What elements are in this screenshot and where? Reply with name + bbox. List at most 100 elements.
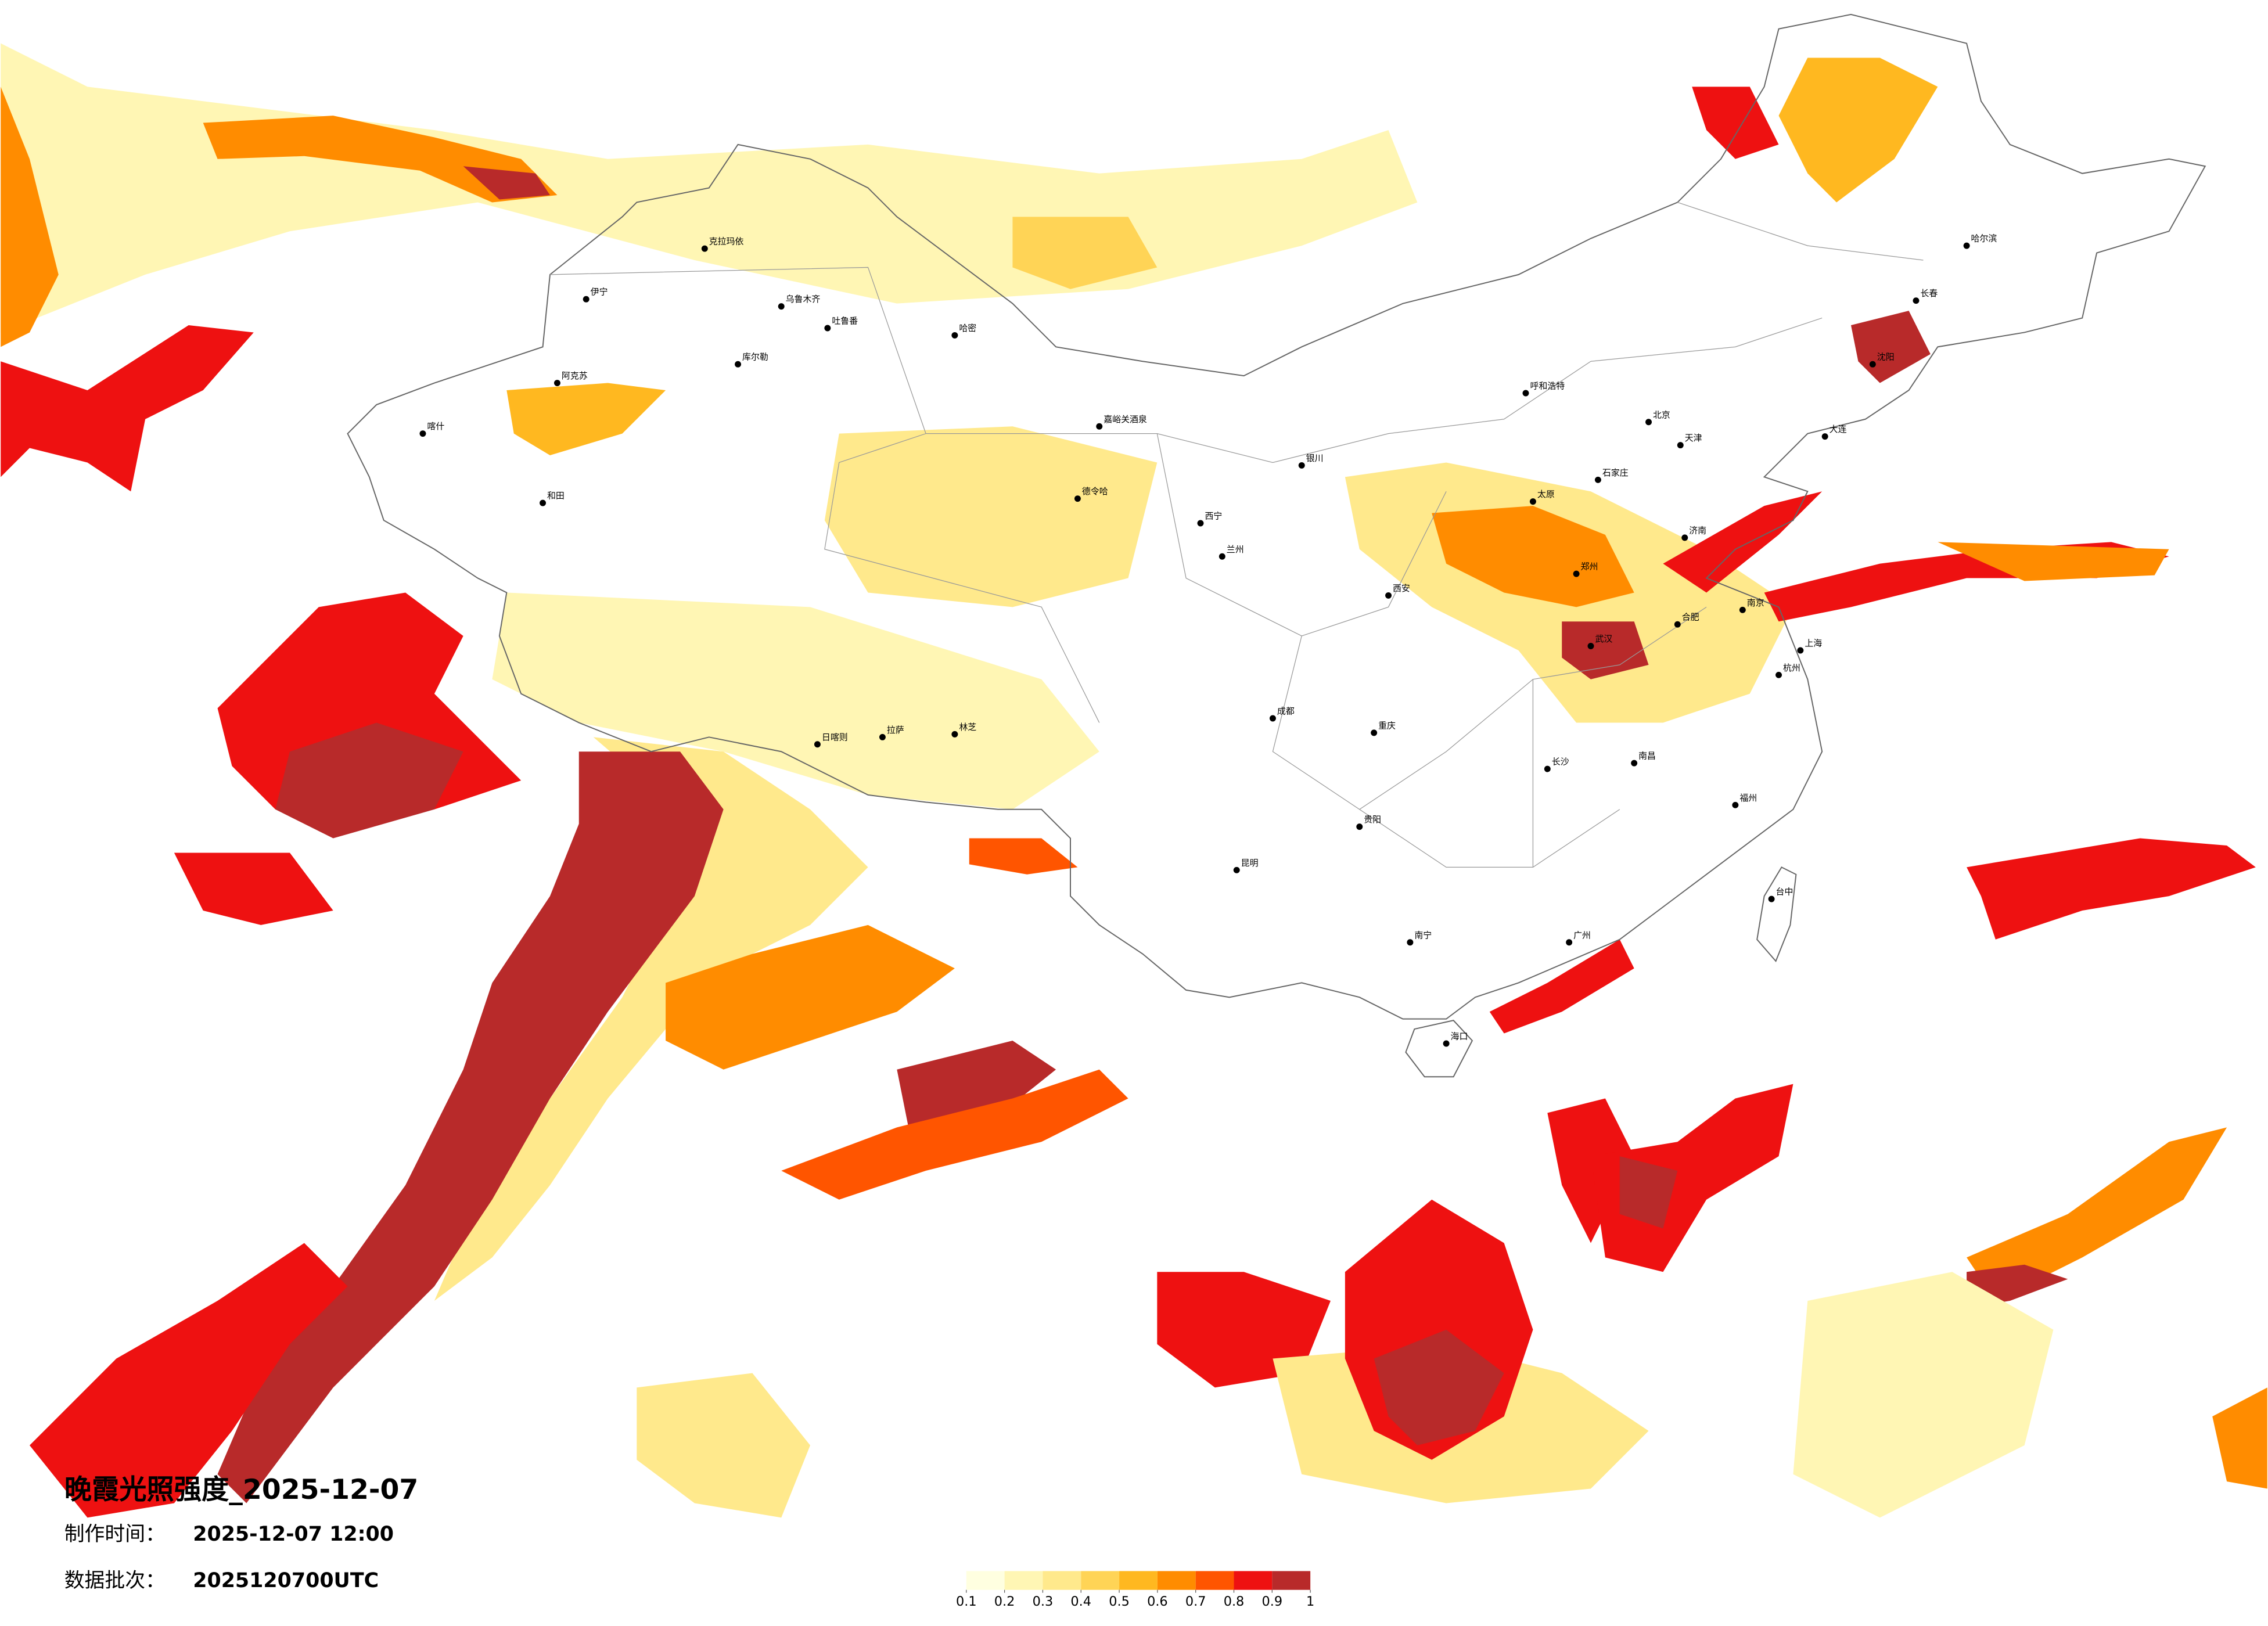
city-label: 济南 [1689, 525, 1706, 535]
borders [347, 13, 2206, 1078]
city-dot [1677, 442, 1684, 449]
colorbar-tick-label: 0.4 [1070, 1594, 1091, 1609]
city-label: 哈密 [959, 323, 976, 333]
china-outline [347, 13, 2206, 1020]
city-dot [1594, 476, 1601, 483]
colorbar-bin [966, 1571, 1005, 1590]
city-dot [1732, 801, 1739, 808]
colorbar-tick-label: 0.2 [994, 1594, 1015, 1609]
city-label: 石家庄 [1602, 467, 1629, 478]
city-label: 合肥 [1682, 612, 1699, 623]
city-label: 天津 [1685, 433, 1702, 443]
city-label: 和田 [547, 491, 565, 501]
colorbar: 0.1 0.2 0.3 0.4 0.5 0.6 0.7 0.8 0.9 1 [956, 1571, 1314, 1609]
city-label: 大连 [1830, 424, 1847, 434]
city-dot [1233, 866, 1240, 873]
city-label: 长春 [1920, 288, 1938, 298]
city-label: 西安 [1393, 583, 1410, 593]
city-dot [1645, 419, 1652, 426]
city-label: 南宁 [1414, 930, 1432, 940]
colorbar-tick-label: 1 [1306, 1594, 1314, 1609]
colorbar-tick-label: 0.5 [1109, 1594, 1130, 1609]
city-dot [1869, 361, 1876, 368]
city-dot [1821, 433, 1828, 440]
city-label: 上海 [1805, 638, 1822, 649]
city-dot [1674, 621, 1681, 628]
hainan [1405, 1020, 1473, 1078]
colorbar-bin [1195, 1571, 1234, 1590]
city-dot [1797, 647, 1804, 654]
colorbar-bin [1004, 1571, 1043, 1590]
colorbar-tick-label: 0.7 [1185, 1594, 1206, 1609]
city-dot [1739, 606, 1746, 613]
city-dot [1298, 462, 1305, 469]
city-dot [553, 380, 560, 387]
city-dot [1587, 643, 1594, 650]
colorbar-tick-label: 0.6 [1147, 1594, 1168, 1609]
city-dot [951, 332, 958, 339]
city-dot [419, 430, 426, 437]
city-label: 广州 [1573, 930, 1591, 940]
city-dot [778, 303, 785, 310]
colorbar-bin [1272, 1571, 1311, 1590]
taiwan [1756, 866, 1797, 962]
city-dot [1631, 760, 1638, 767]
colorbar-bin [1119, 1571, 1158, 1590]
colorbar-bin [1234, 1571, 1273, 1590]
colorbar-bin [1157, 1571, 1196, 1590]
city-label: 克拉玛依 [709, 236, 744, 247]
city-dot [583, 296, 590, 303]
city-dot [1681, 534, 1688, 541]
city-label: 喀什 [427, 421, 444, 431]
city-dot [1096, 423, 1103, 430]
city-label: 沈阳 [1877, 352, 1895, 362]
batch: 2025120700UTC [193, 1569, 379, 1592]
city-label: 德令哈 [1082, 486, 1108, 497]
city-dot [1269, 715, 1276, 722]
city-dot [1219, 553, 1225, 560]
city-label: 库尔勒 [742, 352, 768, 362]
city-label: 银川 [1306, 453, 1324, 463]
city-label: 福州 [1739, 793, 1757, 803]
city-label: 哈尔滨 [1971, 233, 1997, 244]
city-dot [1963, 242, 1970, 249]
city-label: 日喀则 [822, 732, 848, 742]
city-label: 阿克苏 [562, 370, 588, 381]
city-dot [879, 733, 886, 740]
city-label: 乌鲁木齐 [786, 294, 821, 304]
city-label: 海口 [1451, 1031, 1468, 1042]
city-label: 林芝 [959, 722, 976, 732]
made-label: 制作时间： [64, 1523, 166, 1546]
city-dot [1385, 592, 1392, 599]
city-label: 吐鲁番 [832, 316, 858, 326]
city-label: 南京 [1747, 598, 1764, 608]
city-dot [814, 741, 821, 748]
colorbar-tick-label: 0.3 [1033, 1594, 1054, 1609]
city-label: 台中 [1776, 887, 1793, 897]
colorbar-tick-label: 0.8 [1224, 1594, 1245, 1609]
province-borders [549, 202, 1924, 868]
city-dot [1529, 498, 1536, 505]
city-label: 西宁 [1205, 511, 1222, 521]
city-label: 长沙 [1552, 757, 1569, 767]
city-dot [1768, 895, 1775, 902]
city-label: 太原 [1537, 489, 1555, 499]
city-dot [1197, 520, 1204, 527]
city-label: 贵阳 [1364, 814, 1381, 825]
batch-label: 数据批次： [64, 1569, 166, 1592]
city-label: 嘉峪关酒泉 [1104, 414, 1147, 425]
colorbar-tick-label: 0.1 [956, 1594, 977, 1609]
city-dot [735, 361, 742, 368]
made-time: 2025-12-07 12:00 [193, 1523, 394, 1546]
city-label: 重庆 [1378, 720, 1396, 731]
city-dot [1407, 939, 1414, 946]
city-dot [1913, 297, 1920, 304]
city-label: 北京 [1653, 409, 1670, 420]
city-label: 拉萨 [887, 725, 904, 735]
intensity-field [1, 43, 2267, 1518]
map-title: 晚霞光照强度_2025-12-07 [64, 1474, 419, 1506]
colorbar-tick-label: 0.9 [1262, 1594, 1283, 1609]
city-dot [1356, 823, 1363, 830]
